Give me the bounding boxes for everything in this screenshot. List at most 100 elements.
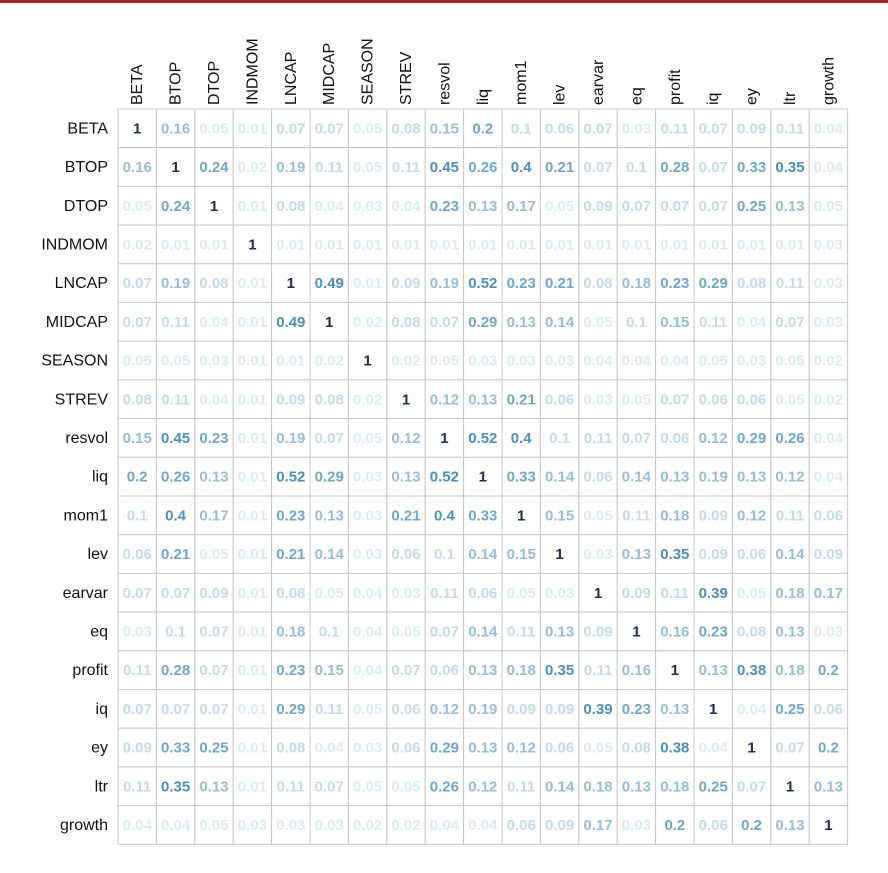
cell-value: 0.18 <box>775 585 804 602</box>
matrix-cell <box>194 727 234 768</box>
matrix-cell <box>578 727 618 768</box>
cell-value: 0.45 <box>161 430 190 447</box>
cell-value: 0.03 <box>276 817 305 834</box>
matrix-cell <box>770 418 810 458</box>
cell-value: 0.13 <box>199 778 228 795</box>
cell-value: 1 <box>555 546 563 563</box>
matrix-cell <box>386 224 426 265</box>
column-label: DTOP <box>206 61 223 105</box>
cell-value: 0.4 <box>434 507 456 524</box>
cell-value: 0.38 <box>660 740 689 757</box>
cell-value: 0.04 <box>699 740 729 757</box>
cell-value: 0.29 <box>737 430 766 447</box>
cell-value: 0.05 <box>583 314 612 331</box>
matrix-cell <box>309 766 349 807</box>
matrix-cell <box>655 495 695 536</box>
cell-value: 0.12 <box>737 507 766 524</box>
cell-value: 0.13 <box>199 469 228 486</box>
cell-value: 0.16 <box>660 623 689 640</box>
cell-value: 0.06 <box>699 817 728 834</box>
matrix-cell <box>731 224 772 265</box>
cell-value: 0.13 <box>468 662 497 679</box>
cell-value: 0.03 <box>814 314 843 331</box>
cell-value: 0.06 <box>545 740 574 757</box>
matrix-cell <box>616 534 657 574</box>
cell-value: 0.03 <box>315 817 344 834</box>
cell-value: 0.09 <box>199 585 228 602</box>
matrix-cell <box>232 689 273 729</box>
cell-value: 0.06 <box>391 740 420 757</box>
cell-value: 0.05 <box>199 120 228 137</box>
cell-value: 0.07 <box>775 740 804 757</box>
cell-value: 0.08 <box>391 314 420 331</box>
matrix-cell <box>655 185 695 226</box>
column-label: liq <box>475 89 492 105</box>
matrix-cell <box>155 108 196 149</box>
cell-value: 0.33 <box>737 159 766 176</box>
matrix-cell <box>347 727 388 768</box>
cell-value: 0.08 <box>622 740 651 757</box>
cell-value: 0.11 <box>123 778 151 795</box>
cell-value: 0.07 <box>199 701 228 718</box>
cell-value: 0.07 <box>276 120 305 137</box>
row-label: eq <box>90 623 108 640</box>
matrix-cell <box>347 689 388 729</box>
matrix-cell <box>770 224 810 265</box>
cell-value: 0.01 <box>238 198 267 215</box>
cell-value: 0.26 <box>161 469 190 486</box>
matrix-cell <box>770 263 810 303</box>
cell-value: 0.04 <box>199 314 229 331</box>
cell-value: 0.03 <box>238 817 267 834</box>
matrix-cell <box>808 340 849 381</box>
matrix-cell <box>770 495 810 536</box>
cell-value: 0.02 <box>353 817 382 834</box>
matrix-cell <box>309 456 349 497</box>
cell-value: 0.05 <box>699 353 728 370</box>
cell-value: 0.25 <box>199 740 228 757</box>
matrix-cell <box>578 418 618 458</box>
matrix-cell <box>463 185 503 226</box>
column-label: iq <box>705 93 722 105</box>
cell-value: 0.03 <box>737 353 766 370</box>
cell-value: 1 <box>479 469 487 486</box>
matrix-cell <box>271 689 311 729</box>
matrix-cell <box>424 185 465 226</box>
matrix-cell <box>424 224 465 265</box>
matrix-cell <box>731 263 772 303</box>
cell-value: 0.1 <box>434 546 455 563</box>
cell-value: 0.01 <box>238 469 267 486</box>
cell-value: 0.06 <box>468 585 497 602</box>
cell-value: 0.23 <box>660 275 689 292</box>
cell-value: 0.16 <box>622 662 651 679</box>
cell-value: 0.05 <box>161 353 190 370</box>
cell-value: 0.14 <box>622 469 652 486</box>
matrix-cell <box>117 418 157 458</box>
cell-value: 0.13 <box>775 817 804 834</box>
cell-value: 0.19 <box>430 275 459 292</box>
cell-value: 0.07 <box>123 585 152 602</box>
cell-value: 0.06 <box>737 546 766 563</box>
cell-value: 0.07 <box>199 623 228 640</box>
matrix-cell <box>194 611 234 652</box>
cell-value: 0.13 <box>545 623 574 640</box>
matrix-cell <box>347 611 388 652</box>
matrix-cell <box>655 147 695 187</box>
cell-value: 0.07 <box>699 120 728 137</box>
cell-value: 0.11 <box>430 585 458 602</box>
cell-value: 0.08 <box>391 120 420 137</box>
cell-value: 0.09 <box>123 740 152 757</box>
cell-value: 0.02 <box>315 353 344 370</box>
cell-value: 0.17 <box>583 817 612 834</box>
matrix-cell <box>386 766 426 807</box>
cell-value: 0.21 <box>545 275 574 292</box>
cell-value: 0.09 <box>737 120 766 137</box>
matrix-cell <box>271 456 311 497</box>
matrix-cell <box>616 572 657 613</box>
cell-value: 0.4 <box>511 159 533 176</box>
matrix-cell <box>501 727 541 768</box>
matrix-cell <box>194 689 234 729</box>
cell-value: 0.03 <box>622 120 651 137</box>
column-label: eq <box>628 87 645 105</box>
cell-value: 0.13 <box>660 469 689 486</box>
matrix-cell <box>808 302 849 342</box>
